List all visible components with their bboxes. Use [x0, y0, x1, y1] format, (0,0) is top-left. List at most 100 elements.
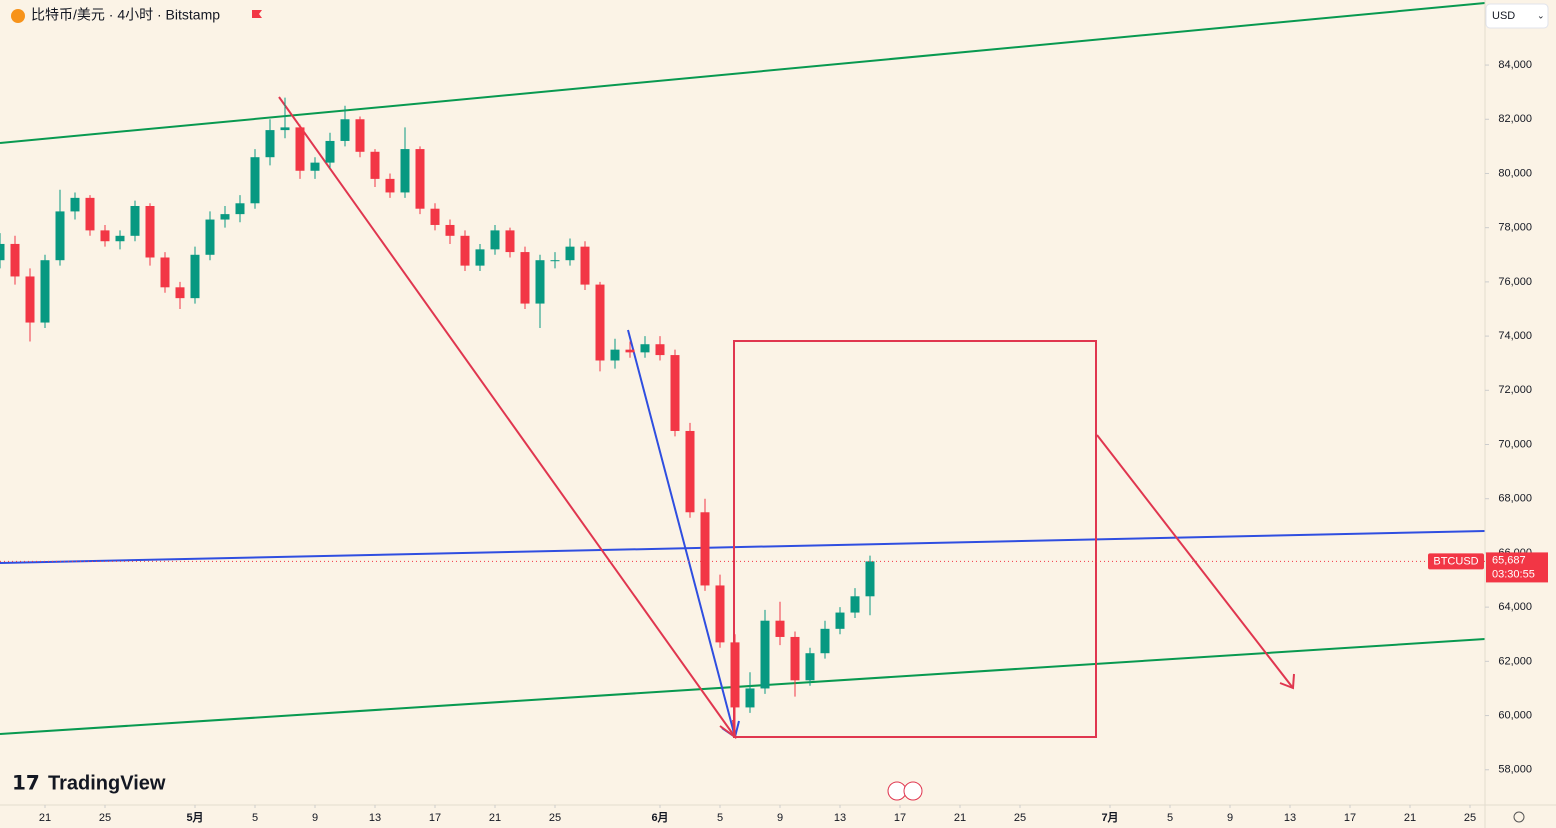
x-tick-label: 5	[717, 812, 723, 824]
price-label: 65,687	[1492, 554, 1526, 566]
x-tick-label: 25	[549, 812, 561, 824]
candle-body	[70, 197, 80, 212]
x-tick-label: 6月	[651, 811, 668, 824]
candle-body	[55, 211, 65, 261]
y-tick-label: 80,000	[1498, 167, 1532, 179]
candle-body	[355, 119, 365, 152]
candle-body	[490, 230, 500, 250]
currency: USD	[1492, 10, 1515, 22]
candle-body	[40, 260, 50, 323]
y-tick-label: 62,000	[1498, 655, 1532, 667]
candle-body	[160, 257, 170, 288]
x-tick-label: 13	[1284, 812, 1296, 824]
logo-mark: 𝟭𝟳	[12, 772, 40, 794]
candle-body	[565, 246, 575, 261]
candle-body	[325, 140, 335, 163]
drawings	[0, 2, 1486, 740]
blue-trendline	[0, 530, 1486, 564]
x-tick-label: 21	[954, 812, 966, 824]
channel-lower	[0, 638, 1486, 735]
candle-body	[655, 344, 665, 356]
candle-body	[25, 276, 35, 323]
y-tick-label: 82,000	[1498, 113, 1532, 125]
flag-icon	[252, 10, 262, 18]
candle-body	[625, 349, 635, 353]
candle-body	[700, 512, 710, 586]
x-tick-label: 7月	[1101, 811, 1118, 824]
candle-body	[535, 260, 545, 304]
candle-body	[295, 127, 305, 171]
x-tick-label: 21	[1404, 812, 1416, 824]
candle-body	[475, 249, 485, 266]
x-tick-label: 21	[489, 812, 501, 824]
y-tick-label: 78,000	[1498, 222, 1532, 234]
candle-body	[430, 208, 440, 225]
chart-title: 比特币/美元 · 4小时 · Bitstamp	[31, 7, 220, 23]
y-tick-label: 76,000	[1498, 276, 1532, 288]
candle-body	[595, 284, 605, 361]
brand: TradingView	[48, 772, 166, 794]
x-tick-label: 13	[369, 812, 381, 824]
y-tick-label: 68,000	[1498, 493, 1532, 505]
candle-body	[610, 349, 620, 361]
coin-icon	[11, 9, 25, 23]
candle-body	[775, 620, 785, 637]
blue-arrow	[627, 329, 736, 738]
candle-body	[460, 235, 470, 266]
x-tick-label: 9	[312, 812, 318, 824]
candle-body	[790, 636, 800, 681]
y-tick-label: 64,000	[1498, 601, 1532, 613]
x-tick-label: 9	[777, 812, 783, 824]
y-tick-label: 58,000	[1498, 764, 1532, 776]
x-tick-label: 5	[1167, 812, 1173, 824]
event-icon[interactable]	[887, 781, 907, 801]
settings-icon[interactable]	[1513, 811, 1525, 823]
price-tag	[1486, 552, 1548, 583]
x-tick-label: 13	[834, 812, 846, 824]
countdown: 03:30:55	[1492, 568, 1535, 580]
candle-body	[580, 246, 590, 285]
candle-body	[115, 235, 125, 242]
candle-body	[805, 653, 815, 681]
plot	[0, 97, 875, 735]
candle-body	[265, 130, 275, 158]
candle-body	[130, 205, 140, 236]
candle-body	[820, 628, 830, 654]
symbol-tag	[1428, 553, 1484, 570]
candle-body	[10, 243, 20, 277]
candle-body	[670, 355, 680, 431]
candle-body	[505, 230, 515, 253]
channel-upper	[0, 2, 1486, 144]
candle-body	[190, 254, 200, 299]
candle-body	[640, 344, 650, 353]
candle-body	[760, 620, 770, 689]
x-tick-label: 17	[1344, 812, 1356, 824]
candle-body	[865, 561, 875, 597]
candle-body	[220, 214, 230, 220]
candle-body	[415, 149, 425, 209]
y-tick-label: 84,000	[1498, 59, 1532, 71]
candle-body	[715, 585, 725, 643]
y-tick-label: 60,000	[1498, 709, 1532, 721]
x-tick-label: 25	[1464, 812, 1476, 824]
candle-body	[550, 260, 560, 262]
candle-body	[145, 205, 155, 258]
x-tick-label: 25	[99, 812, 111, 824]
candle-body	[745, 688, 755, 708]
y-tick-label: 70,000	[1498, 438, 1532, 450]
x-tick-label: 17	[894, 812, 906, 824]
candle-body	[730, 642, 740, 708]
candle-body	[0, 243, 5, 261]
x-tick-label: 17	[429, 812, 441, 824]
currency-select[interactable]	[1485, 3, 1549, 29]
candle-body	[370, 151, 380, 179]
y-tick-label: 72,000	[1498, 384, 1532, 396]
projection-arrow	[1096, 434, 1294, 689]
candle-body	[235, 203, 245, 215]
candle-body	[520, 252, 530, 304]
event-icon[interactable]	[903, 781, 923, 801]
candle-body	[280, 127, 290, 131]
x-tick-label: 5月	[186, 811, 203, 824]
arrowhead	[1279, 673, 1295, 690]
